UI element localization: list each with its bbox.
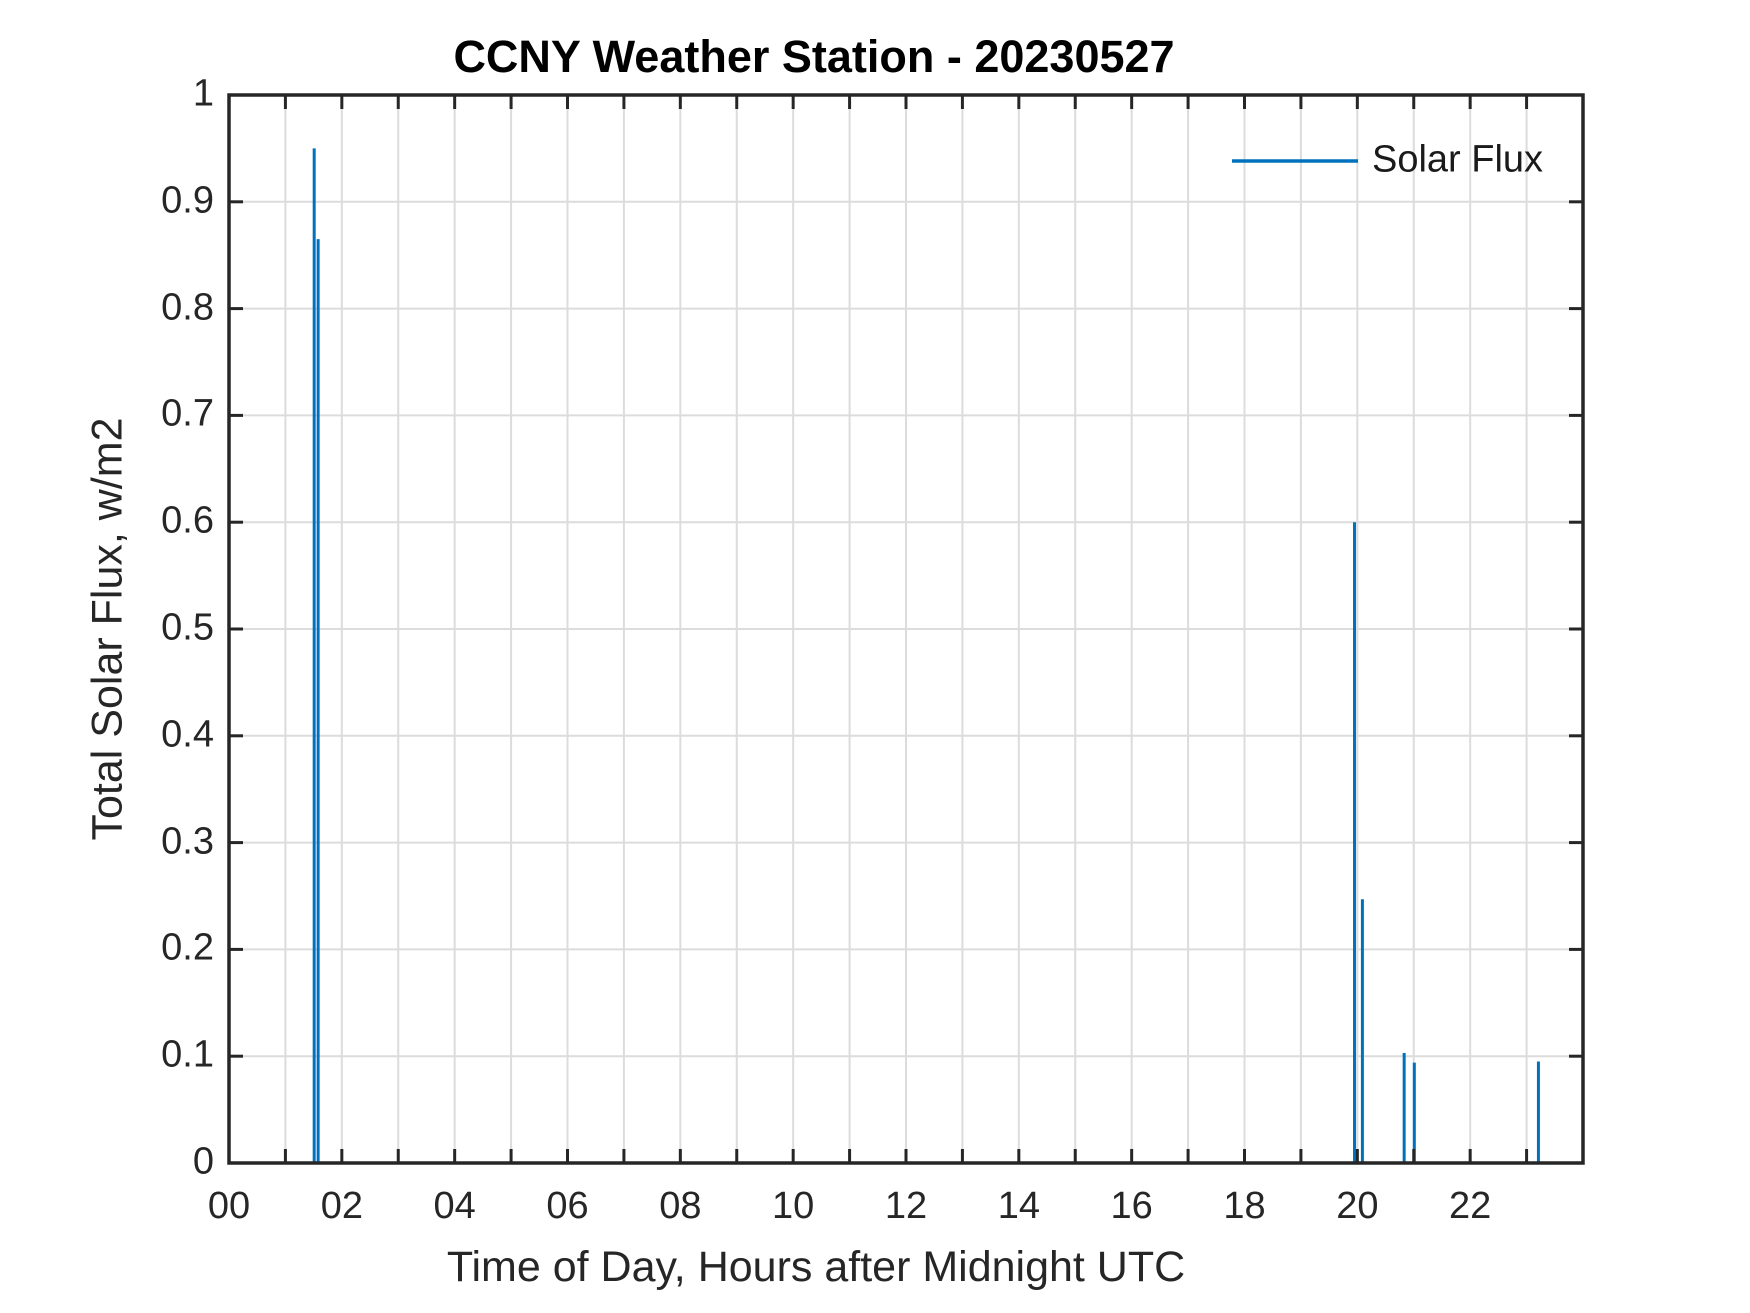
y-tick-label: 0.1 bbox=[161, 1033, 214, 1076]
x-tick-label: 02 bbox=[320, 1185, 363, 1227]
y-tick-label: 0.3 bbox=[161, 820, 214, 863]
x-tick-label: 08 bbox=[659, 1185, 702, 1227]
x-tick-label: 22 bbox=[1449, 1185, 1492, 1227]
x-tick-label: 14 bbox=[997, 1185, 1040, 1227]
y-tick-label: 0 bbox=[192, 1140, 214, 1183]
x-tick-label: 00 bbox=[207, 1185, 251, 1227]
chart-title: CCNY Weather Station - 20230527 bbox=[453, 31, 1175, 82]
y-tick-label: 1 bbox=[192, 72, 214, 115]
axis-box bbox=[227, 93, 1585, 1165]
y-tick-label: 0.4 bbox=[161, 713, 214, 756]
x-tick-label: 04 bbox=[433, 1185, 476, 1227]
x-tick-label: 10 bbox=[772, 1185, 815, 1227]
x-tick-label: 16 bbox=[1110, 1185, 1153, 1227]
y-tick-label: 0.2 bbox=[161, 927, 214, 970]
y-tick-label: 0.8 bbox=[161, 286, 214, 329]
x-tick-label: 12 bbox=[884, 1185, 928, 1227]
legend-entry-solar-flux: Solar Flux bbox=[1372, 138, 1544, 181]
y-tick-label: 0.9 bbox=[161, 179, 214, 222]
x-tick-label: 20 bbox=[1336, 1185, 1379, 1227]
x-tick-label: 18 bbox=[1223, 1185, 1266, 1227]
y-tick-label: 0.5 bbox=[161, 606, 214, 649]
x-tick-label: 06 bbox=[546, 1185, 589, 1227]
y-tick-label: 0.7 bbox=[161, 393, 214, 436]
y-tick-label: 0.6 bbox=[161, 499, 214, 542]
x-axis-label: Time of Day, Hours after Midnight UTC bbox=[446, 1243, 1186, 1291]
